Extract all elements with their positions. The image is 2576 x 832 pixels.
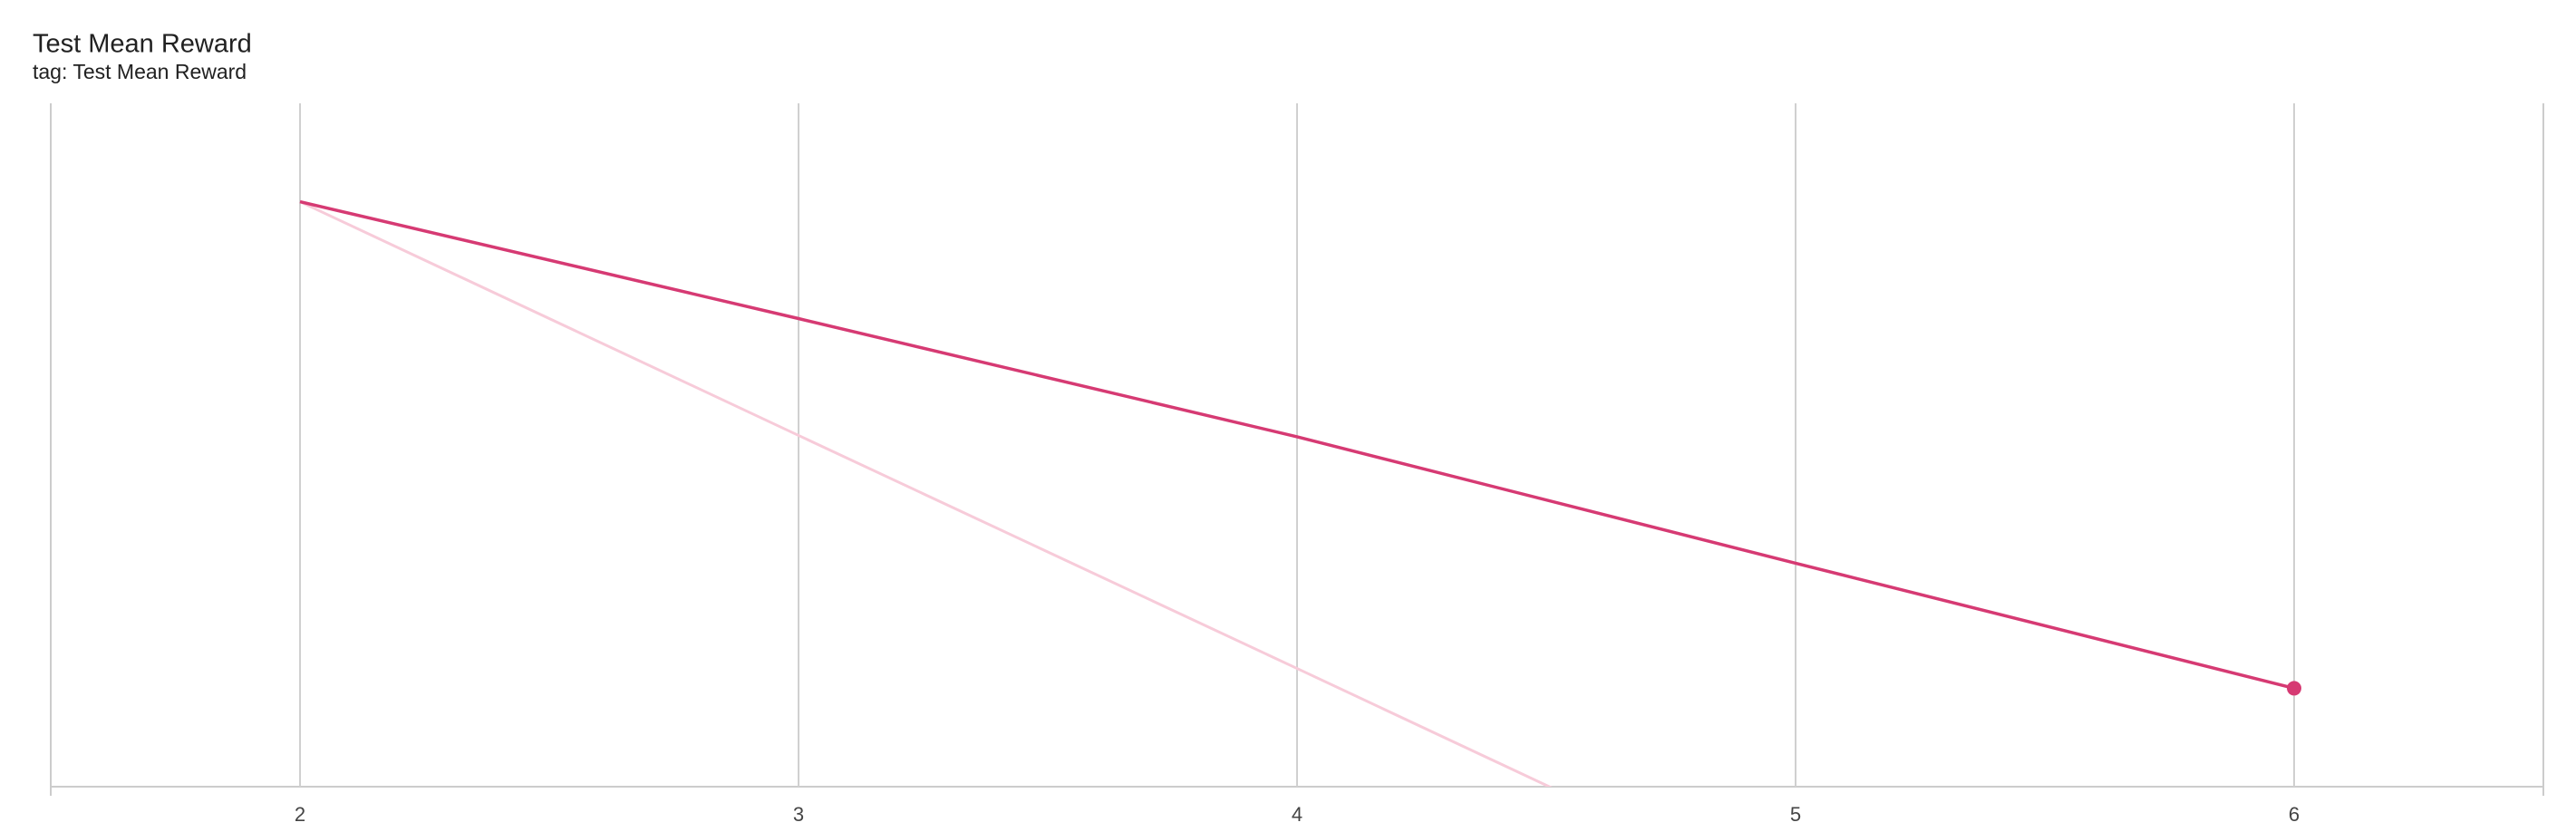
last-point-marker xyxy=(2287,681,2301,696)
chart-title: Test Mean Reward xyxy=(33,30,252,59)
grid: 2 3 4 5 6 xyxy=(295,103,2300,826)
x-tick-label: 6 xyxy=(2289,803,2300,826)
x-tick-label: 4 xyxy=(1292,803,1303,826)
x-tick-label: 5 xyxy=(1790,803,1801,826)
plot-area xyxy=(299,199,2301,787)
chart-subtitle: tag: Test Mean Reward xyxy=(33,60,247,83)
x-tick-label: 2 xyxy=(295,803,305,826)
series-line xyxy=(299,199,2295,691)
series-line xyxy=(299,200,1553,787)
x-tick-label: 3 xyxy=(793,803,804,826)
